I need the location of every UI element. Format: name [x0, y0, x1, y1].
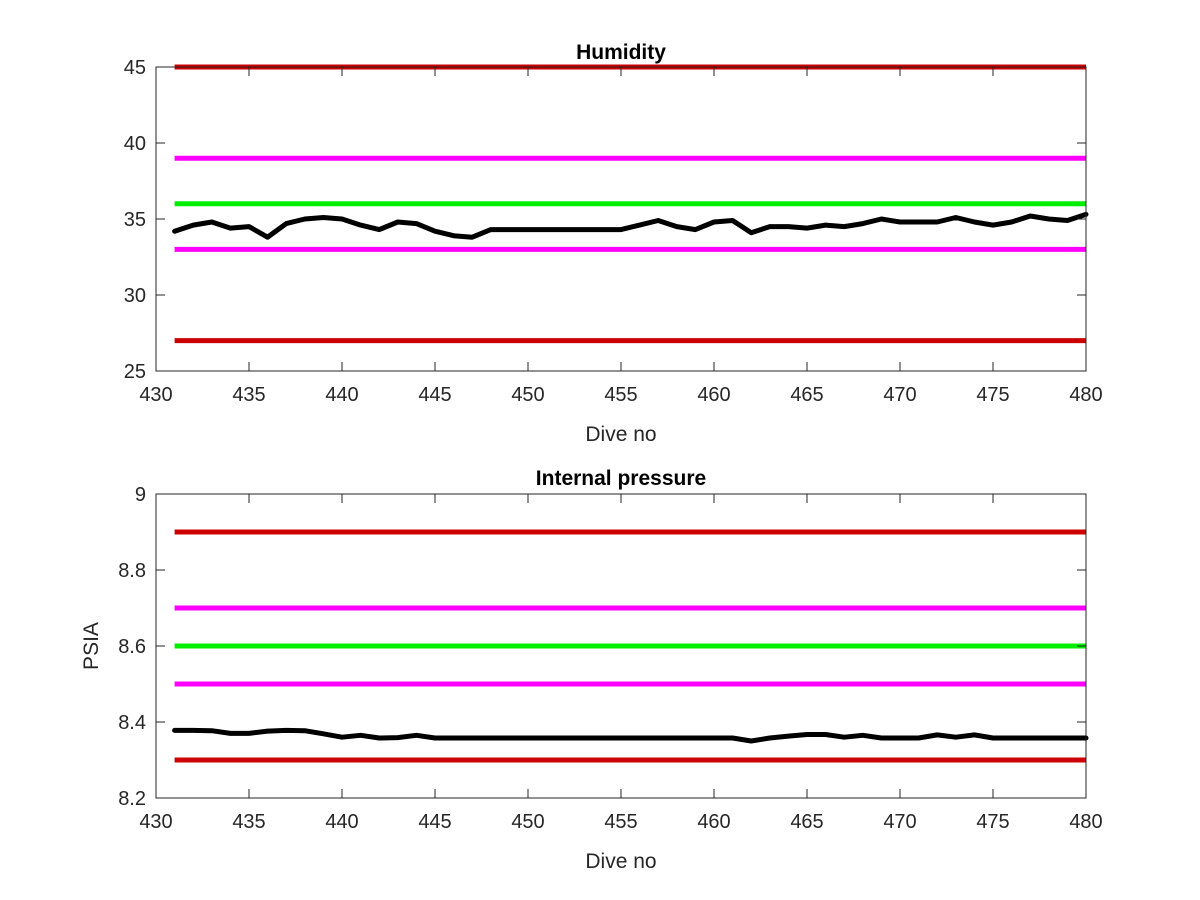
pressure-x-tick-label: 475	[976, 811, 1009, 833]
pressure-series	[172, 727, 1089, 744]
pressure-y-tick-label: 8.8	[118, 560, 146, 582]
pressure-reference-lines	[174, 529, 1086, 763]
humidity-x-axis-label: Dive no	[585, 423, 656, 446]
humidity-x-tick-label: 470	[883, 384, 916, 406]
pressure-x-tick-label: 455	[604, 811, 637, 833]
humidity-y-tick-label: 30	[124, 285, 146, 307]
pressure-x-tick-label: 470	[883, 811, 916, 833]
humidity-title: Humidity	[576, 41, 666, 64]
humidity-plot: Humidity 430 435 440 445 450 455 460 465 470 475 4…	[124, 41, 1103, 446]
humidity-x-tick-label: 445	[418, 384, 451, 406]
pressure-y-ticks: 8.2 8.4 8.6 8.8 9	[118, 484, 1086, 810]
pressure-x-tick-label: 450	[511, 811, 544, 833]
humidity-y-ticks: 25 30 35 40 45	[124, 57, 1086, 383]
humidity-x-tick-label: 430	[139, 384, 172, 406]
humidity-x-tick-label: 475	[976, 384, 1009, 406]
pressure-x-tick-label: 480	[1069, 811, 1102, 833]
humidity-y-tick-label: 40	[124, 133, 146, 155]
humidity-x-tick-label: 480	[1069, 384, 1102, 406]
humidity-x-tick-label: 435	[232, 384, 265, 406]
pressure-y-axis-label: PSIA	[80, 622, 103, 670]
humidity-y-tick-label: 35	[124, 209, 146, 231]
pressure-x-ticks: 430 435 440 445 450 455 460 465 470 475 480	[139, 494, 1103, 833]
humidity-x-ticks: 430 435 440 445 450 455 460 465 470 475 480	[139, 67, 1103, 406]
pressure-x-tick-label: 460	[697, 811, 730, 833]
humidity-data-line-0	[172, 211, 1089, 240]
pressure-plot: Internal pressure 430 435 440 445 450 455 460 4…	[80, 467, 1103, 873]
humidity-series	[172, 211, 1089, 240]
humidity-x-tick-label: 465	[790, 384, 823, 406]
pressure-y-tick-label: 8.6	[118, 636, 146, 658]
pressure-y-tick-label: 8.2	[118, 788, 146, 810]
pressure-y-tick-label: 9	[135, 484, 146, 506]
pressure-y-tick-label: 8.4	[118, 712, 146, 734]
pressure-x-tick-label: 440	[325, 811, 358, 833]
humidity-x-tick-label: 440	[325, 384, 358, 406]
pressure-x-axis-label: Dive no	[585, 850, 656, 873]
humidity-x-tick-label: 455	[604, 384, 637, 406]
pressure-x-tick-label: 435	[232, 811, 265, 833]
humidity-y-tick-label: 25	[124, 361, 146, 383]
pressure-x-tick-label: 430	[139, 811, 172, 833]
pressure-title: Internal pressure	[536, 467, 706, 490]
humidity-x-tick-label: 460	[697, 384, 730, 406]
pressure-x-tick-label: 445	[418, 811, 451, 833]
pressure-x-tick-label: 465	[790, 811, 823, 833]
pressure-data-line-0	[172, 727, 1089, 744]
humidity-y-tick-label: 45	[124, 57, 146, 79]
humidity-x-tick-label: 450	[511, 384, 544, 406]
